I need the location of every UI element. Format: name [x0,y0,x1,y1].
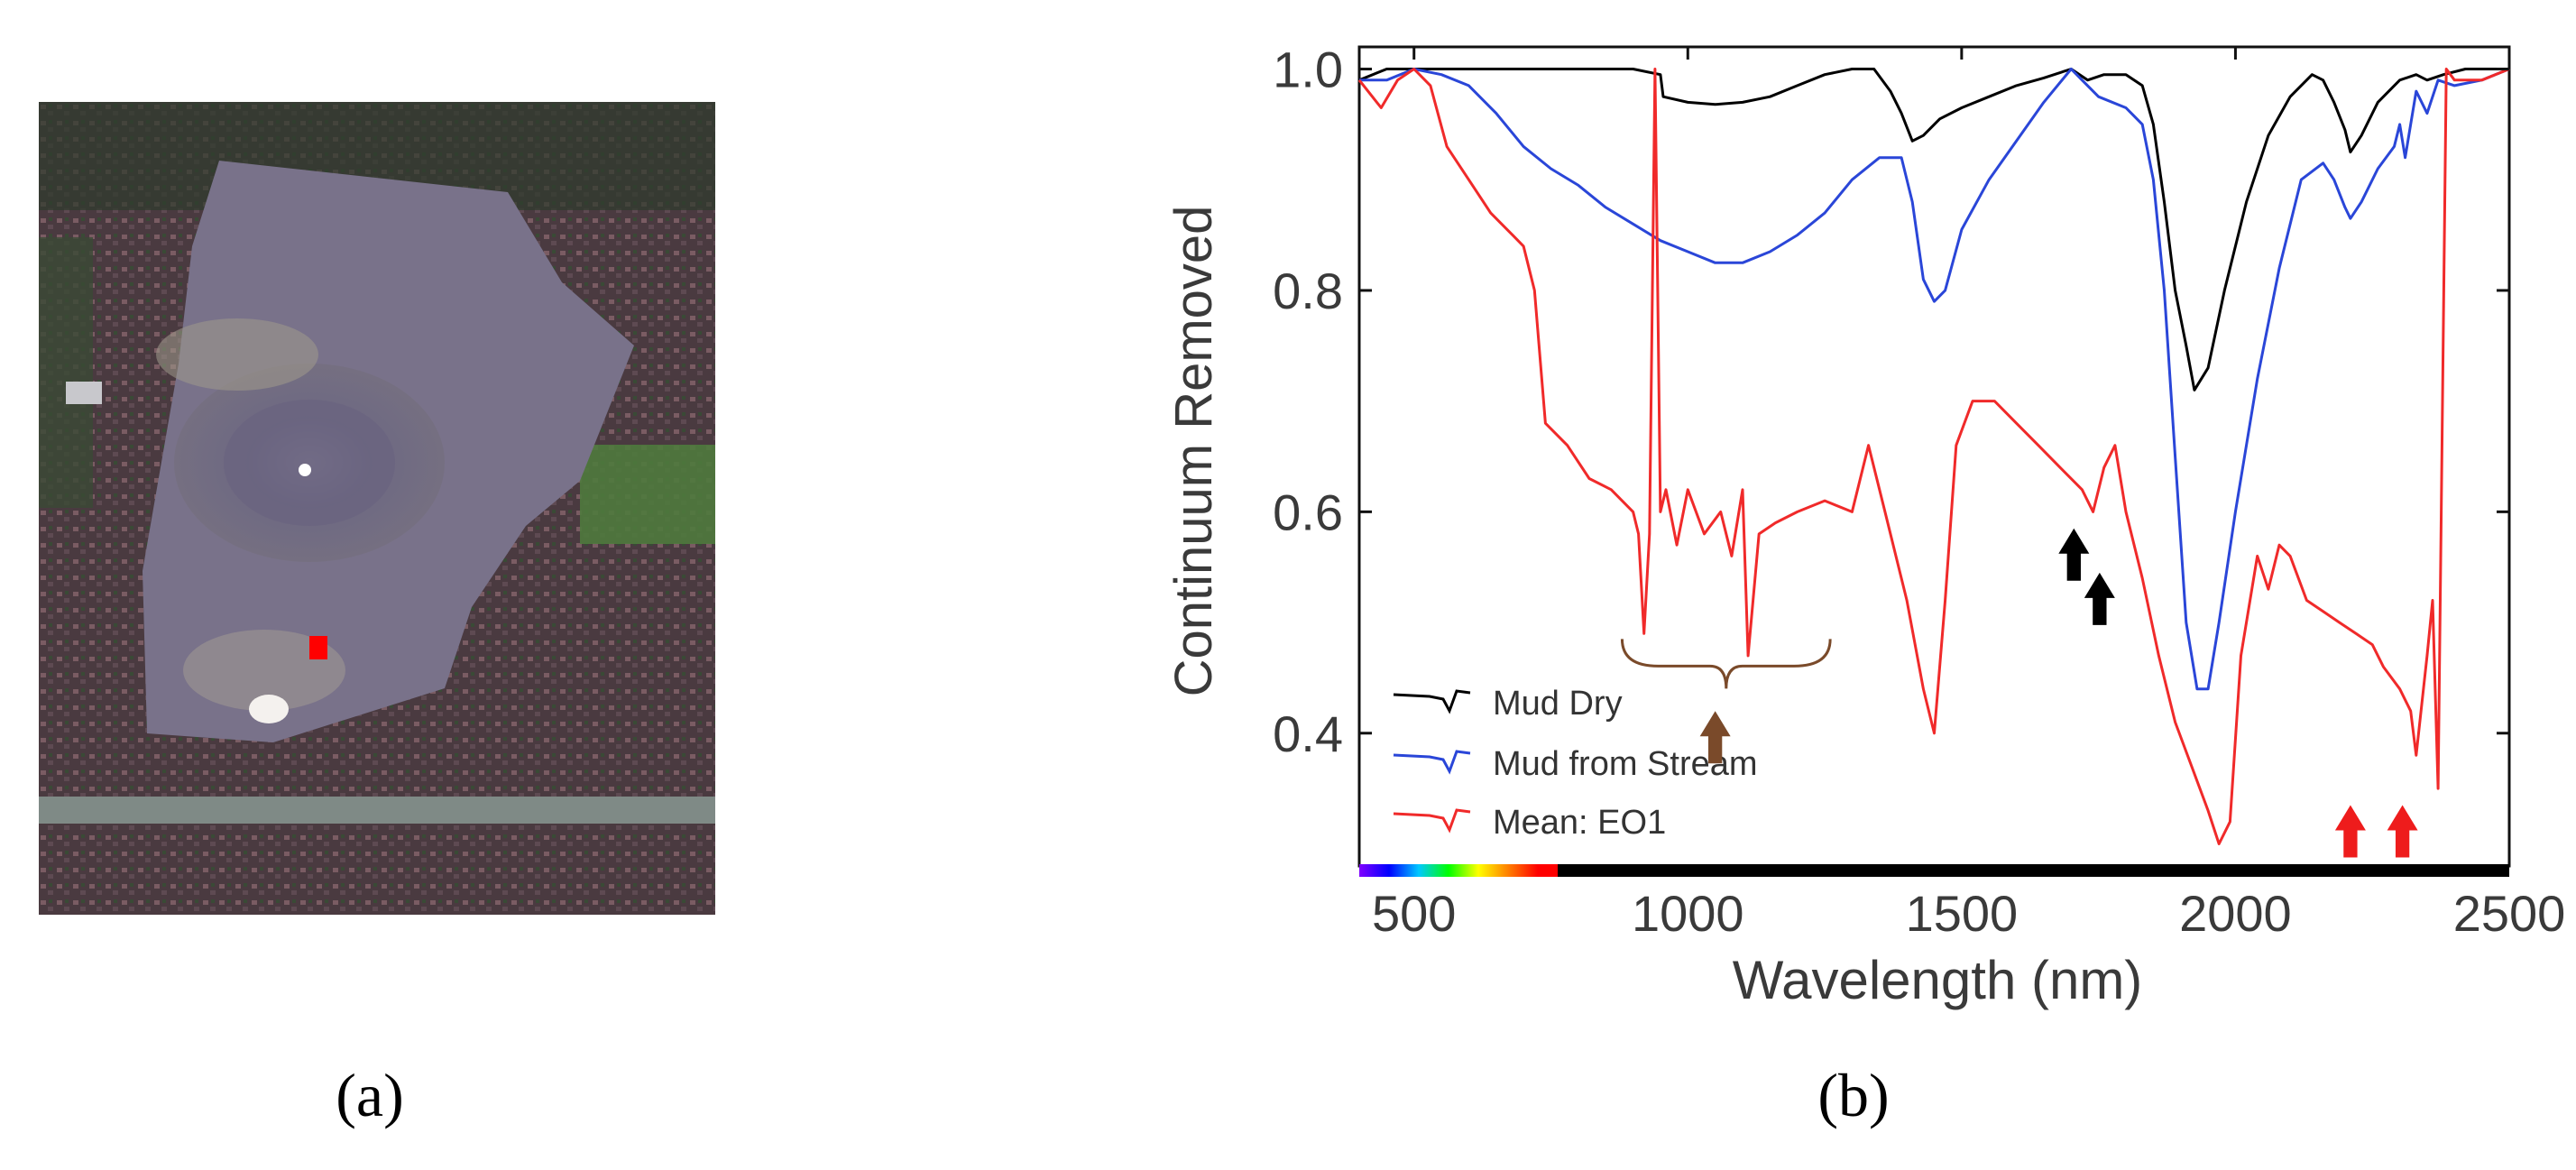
x-tick-label: 1000 [1632,885,1744,942]
satellite-scene [39,102,715,915]
arrow-annotation-3 [2084,572,2115,625]
road [39,797,715,824]
x-tick-label: 1500 [1906,885,2019,942]
arrow-annotation-1 [1699,711,1731,764]
sample-marker [309,636,327,659]
arrow-annotation-4 [2334,805,2366,858]
legend-swatch [1393,689,1471,714]
x-tick-label: 2500 [2453,885,2566,942]
y-tick-label: 0.6 [1273,484,1343,540]
arrow-annotation-5 [2387,805,2418,858]
y-tick-label: 0.4 [1273,705,1343,762]
axis-bar [1359,864,2509,877]
x-tick-label: 2000 [2179,885,2292,942]
x-tick-label: 500 [1372,885,1456,942]
panel-b-label: (b) [1817,1061,1890,1129]
legend-label: Mud Dry [1493,685,1623,723]
legend-label: Mean: EO1 [1493,804,1666,842]
panel-a-label: (a) [336,1061,404,1129]
y-tick-label: 0.8 [1273,263,1343,319]
y-axis-label: Continuum Removed [1164,206,1223,697]
plot-frame [1357,45,2511,868]
legend-swatch [1393,750,1471,775]
legend-swatch [1393,808,1471,834]
x-axis-label: Wavelength (nm) [1733,950,2143,1010]
arrow-annotation-2 [2058,528,2090,581]
y-tick-label: 1.0 [1273,41,1343,98]
bracket-annotation [1620,639,1832,689]
satellite-image [39,102,715,915]
series-line-mud-dry [1358,68,2509,392]
spectrum-color-bar [1359,864,1558,877]
series-line-mud-from-stream [1359,68,2510,691]
series-line-mean-eo1 [1357,68,2510,845]
